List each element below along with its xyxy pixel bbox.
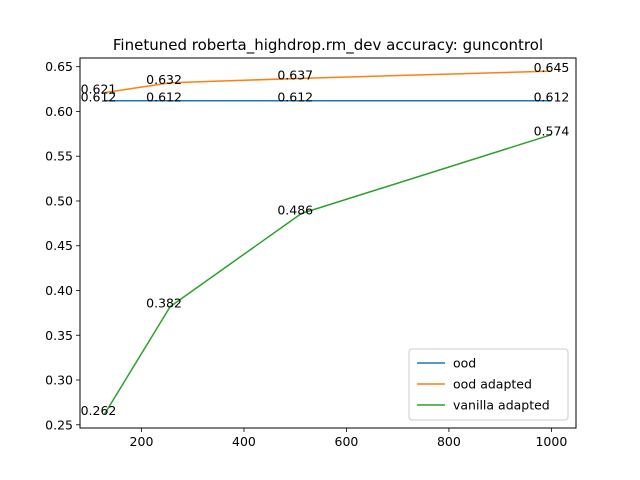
data-label: 0.637 bbox=[277, 67, 313, 82]
x-tick-label: 1000 bbox=[535, 434, 567, 449]
y-tick-label: 0.55 bbox=[45, 149, 73, 164]
y-tick-label: 0.65 bbox=[45, 59, 73, 74]
data-label: 0.621 bbox=[81, 82, 117, 97]
y-tick-label: 0.60 bbox=[45, 104, 73, 119]
data-label: 0.612 bbox=[534, 90, 570, 105]
series-line-vanilla-adapted bbox=[103, 134, 552, 415]
legend-box bbox=[408, 348, 569, 421]
series-line-ood-adapted bbox=[104, 70, 552, 94]
y-tick-label: 0.35 bbox=[45, 328, 73, 343]
y-tick-label: 0.30 bbox=[45, 373, 73, 388]
legend: ood ood adapted vanilla adapted bbox=[408, 348, 569, 421]
y-tick-label: 0.50 bbox=[45, 193, 73, 208]
data-label: 0.486 bbox=[277, 203, 313, 218]
data-label: 0.382 bbox=[146, 296, 182, 311]
data-label: 0.262 bbox=[81, 403, 117, 418]
legend-entry: ood bbox=[453, 356, 476, 371]
data-label: 0.632 bbox=[146, 72, 182, 87]
data-label: 0.574 bbox=[534, 124, 570, 139]
data-label: 0.612 bbox=[277, 90, 313, 105]
x-tick-label: 400 bbox=[232, 434, 256, 449]
data-label: 0.612 bbox=[146, 90, 182, 105]
x-tick-label: 200 bbox=[130, 434, 154, 449]
axes: 200 400 600 800 1000 0.25 0.30 0.35 0.40 0.45 0.50… bbox=[45, 59, 567, 449]
legend-entry: vanilla adapted bbox=[453, 398, 550, 413]
plot-frame bbox=[79, 57, 577, 429]
chart-title: Finetuned roberta_highdrop.rm_dev accura… bbox=[113, 36, 543, 55]
y-tick-label: 0.40 bbox=[45, 283, 73, 298]
x-tick-label: 800 bbox=[437, 434, 461, 449]
x-tick-label: 600 bbox=[335, 434, 359, 449]
y-tick-label: 0.45 bbox=[45, 238, 73, 253]
y-tick-label: 0.25 bbox=[45, 417, 73, 432]
data-label: 0.612 bbox=[81, 90, 117, 105]
data-label: 0.645 bbox=[534, 60, 570, 75]
legend-entry: ood adapted bbox=[453, 377, 532, 392]
plot-area bbox=[103, 70, 552, 415]
